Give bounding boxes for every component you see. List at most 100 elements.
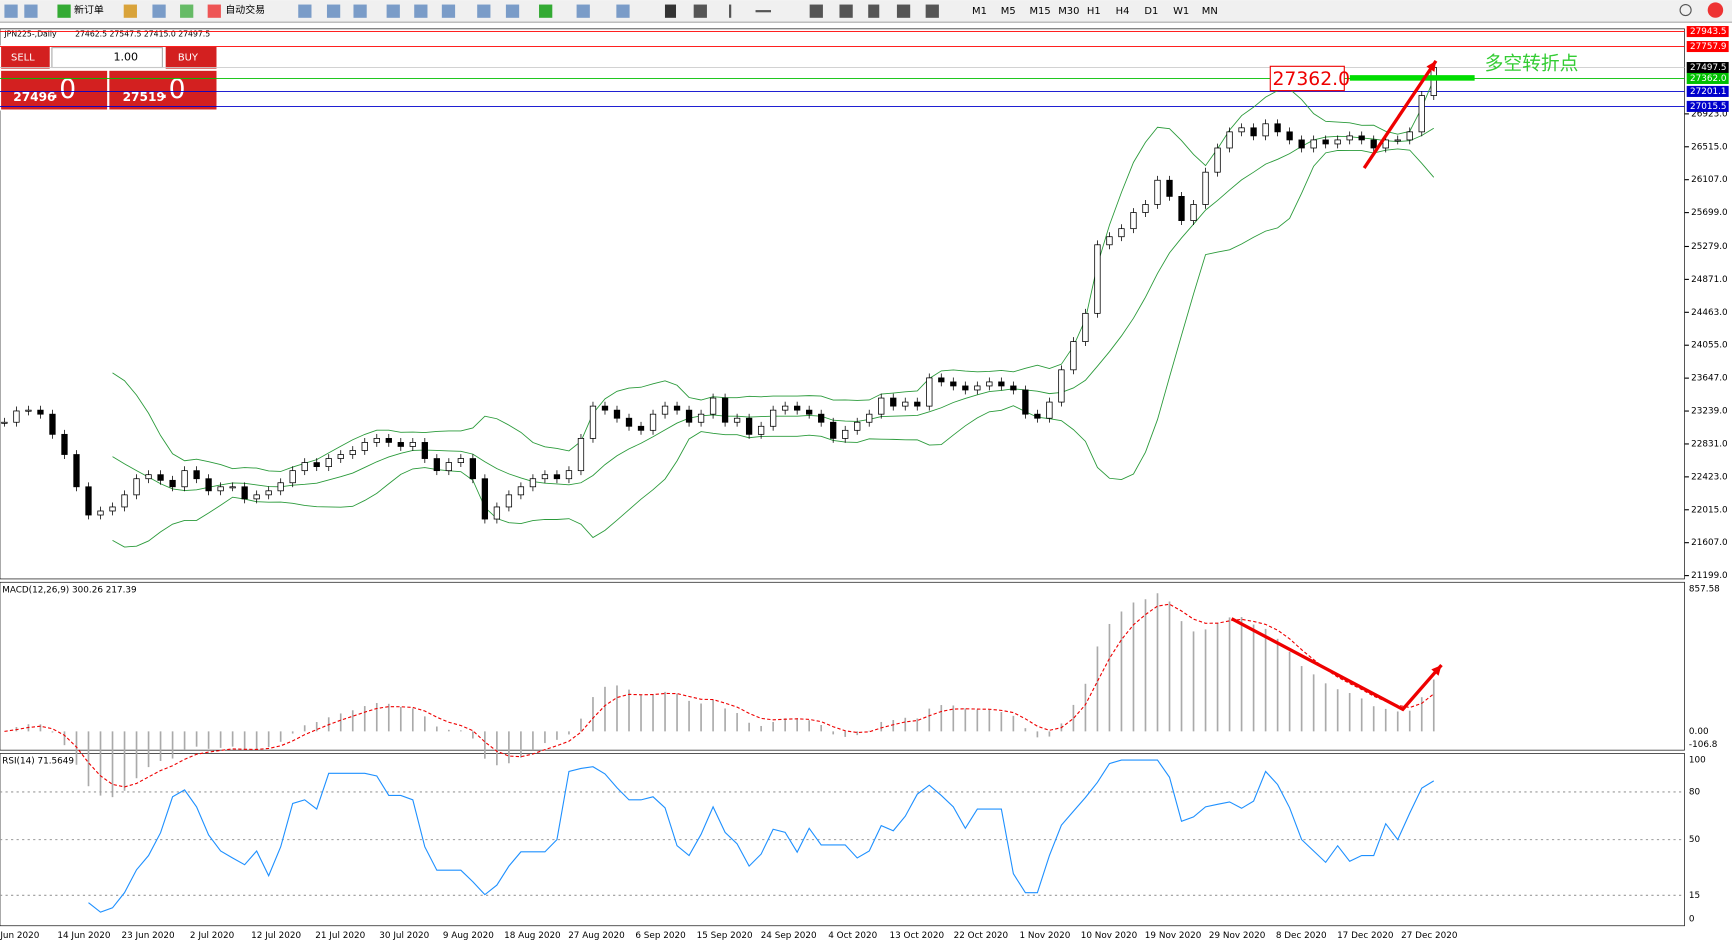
sell-button[interactable]: [1, 46, 50, 69]
icon[interactable]: [925, 4, 939, 18]
candle: [842, 429, 849, 439]
icon[interactable]: [4, 4, 18, 18]
timeframe[interactable]: H1: [1087, 6, 1101, 17]
candle: [830, 421, 837, 439]
icon[interactable]: [414, 4, 428, 18]
icon[interactable]: [180, 4, 194, 18]
bid-box[interactable]: [1, 70, 108, 110]
candle: [97, 510, 104, 516]
icon[interactable]: [664, 4, 677, 18]
candle: [493, 506, 501, 520]
y-tick-label: 26515.0: [1691, 142, 1728, 152]
x-tick-label: 30 Jul 2020: [379, 931, 429, 941]
candle: [1034, 413, 1041, 419]
volume-box[interactable]: [51, 47, 163, 69]
timeframe[interactable]: M5: [1001, 6, 1016, 17]
ask-price: 27519: [123, 90, 165, 104]
candle: [241, 486, 248, 500]
macd-arrow: [1230, 617, 1443, 712]
candle: [1274, 123, 1281, 133]
icon[interactable]: [353, 4, 367, 18]
timeframe[interactable]: M15: [1029, 6, 1050, 17]
icon[interactable]: [896, 4, 911, 18]
volume[interactable]: 1.00: [114, 51, 139, 64]
x-tick-label: 17 Dec 2020: [1337, 931, 1394, 941]
timeframe[interactable]: MN: [1202, 6, 1218, 17]
icon[interactable]: [729, 4, 732, 18]
rsi-level-label: 80: [1689, 787, 1701, 797]
timeframe[interactable]: D1: [1144, 6, 1158, 17]
icon[interactable]: [576, 4, 590, 18]
icon[interactable]: [505, 4, 520, 18]
candle: [1394, 139, 1401, 142]
macd-axis-label: 0.00: [1689, 727, 1709, 737]
price-label-bg: [1686, 41, 1729, 53]
alert-icon[interactable]: [1707, 2, 1724, 18]
timeframe[interactable]: M30: [1058, 6, 1079, 17]
band: [112, 148, 1435, 548]
macd-label: MACD(12,26,9) 300.26 217.39: [2, 585, 136, 595]
candle: [385, 437, 392, 443]
timeframe[interactable]: M1: [972, 6, 987, 17]
icon[interactable]: [693, 4, 707, 18]
icon[interactable]: [755, 10, 772, 13]
sell-label[interactable]: SELL: [11, 53, 35, 64]
x-tick-label: 6 Sep 2020: [635, 931, 686, 941]
candle: [1070, 341, 1077, 371]
price-label-bg: [1686, 62, 1729, 74]
timeframe[interactable]: W1: [1173, 6, 1189, 17]
candle: [1094, 244, 1101, 314]
y-tick-label: 23239.0: [1691, 407, 1728, 417]
ask-box[interactable]: [109, 70, 217, 110]
icon[interactable]: [868, 4, 880, 18]
candle: [613, 409, 621, 419]
y-tick-label: 23647.0: [1691, 374, 1728, 384]
icon[interactable]: [477, 4, 491, 18]
x-tick-label: 15 Sep 2020: [697, 931, 753, 941]
icon[interactable]: [57, 4, 71, 18]
new-order[interactable]: 新订单: [74, 3, 104, 16]
candle: [806, 409, 813, 415]
icon[interactable]: [152, 4, 166, 18]
toolbar: [0, 0, 1732, 23]
candle: [361, 442, 368, 451]
chart-title: JPN225-,Daily: [3, 29, 57, 38]
rsi-panel: [0, 753, 1685, 927]
x-tick-label: 24 Sep 2020: [761, 931, 817, 941]
candle: [565, 470, 573, 480]
icon[interactable]: [539, 4, 553, 18]
macd-axis-label: 857.58: [1689, 584, 1720, 594]
buy-label[interactable]: BUY: [178, 53, 199, 64]
timeframe[interactable]: H4: [1116, 6, 1130, 17]
icon[interactable]: [386, 4, 400, 18]
icon[interactable]: [123, 4, 137, 18]
x-tick-label: 18 Aug 2020: [504, 931, 561, 941]
candle: [926, 377, 933, 407]
icon[interactable]: [441, 4, 456, 18]
rsi-level-label: 15: [1689, 891, 1700, 901]
icon[interactable]: [616, 4, 630, 18]
icon[interactable]: [809, 4, 823, 18]
candle: [265, 490, 272, 496]
x-tick-label: 23 Jun 2020: [121, 931, 174, 941]
icon[interactable]: [839, 4, 853, 18]
candle: [745, 417, 753, 435]
candle: [1358, 135, 1365, 141]
candle: [625, 417, 633, 427]
annotation-text: 多空转折点: [1485, 53, 1579, 75]
x-tick-label: 4 Oct 2020: [828, 931, 877, 941]
trade-panel: SELL BUY 1.00 27496 .0 27519 .0: [0, 45, 218, 111]
price-label-bg: [1686, 72, 1729, 84]
x-tick-label: 12 Jul 2020: [251, 931, 301, 941]
candle: [1154, 179, 1161, 205]
candle: [974, 385, 981, 391]
icon[interactable]: [207, 4, 221, 18]
icon[interactable]: [326, 4, 341, 18]
auto-trade[interactable]: 自动交易: [225, 3, 265, 16]
icon[interactable]: [298, 4, 312, 18]
buy-button[interactable]: [165, 46, 217, 69]
search-icon[interactable]: [1679, 3, 1692, 17]
icon[interactable]: [24, 4, 38, 18]
candle: [1130, 212, 1137, 230]
